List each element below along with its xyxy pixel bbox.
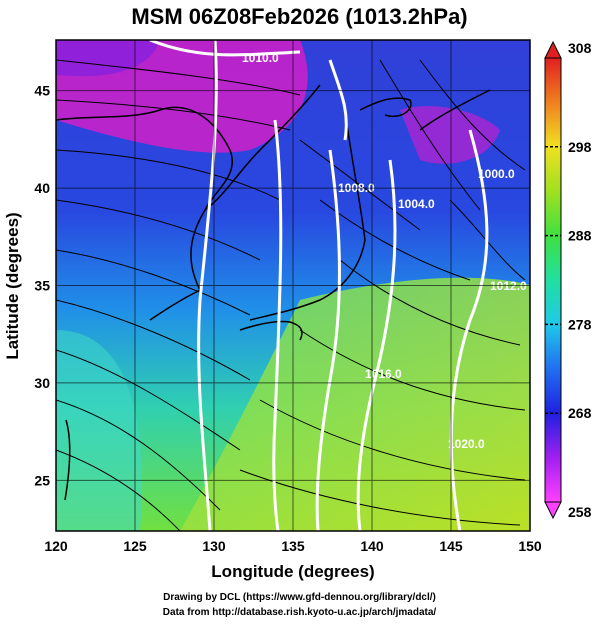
longitude-tick-label: 145: [439, 538, 463, 554]
colorbar-tick-label: 288: [568, 228, 592, 244]
credit-drawing: Drawing by DCL (https://www.gfd-dennou.o…: [163, 592, 436, 603]
map-title: MSM 06Z08Feb2026 (1013.2hPa): [131, 4, 468, 29]
colorbar-min-arrow: [544, 501, 562, 520]
longitude-tick-label: 140: [360, 538, 384, 554]
isobar-label: 1004.0: [398, 197, 435, 211]
latitude-tick-label: 30: [34, 375, 50, 391]
longitude-tick-label: 130: [202, 538, 226, 554]
colorbar-tick-label: 258: [568, 504, 592, 520]
colorbar-tick-label: 298: [568, 139, 592, 155]
colorbar-ticks: 308 298 288 278 268 258: [545, 40, 592, 520]
longitude-tick-label: 150: [518, 538, 542, 554]
colorbar-scale: [544, 57, 562, 503]
longitude-tick-label: 125: [123, 538, 147, 554]
isobar-label: 1020.0: [448, 437, 485, 451]
x-axis-label: Longitude (degrees): [211, 562, 374, 581]
y-axis-label: Latitude (degrees): [3, 212, 22, 359]
credit-data-source: Data from http://database.rish.kyoto-u.a…: [162, 607, 437, 618]
longitude-ticks: 120 125 130 135 140 145 150: [44, 538, 542, 554]
colorbar-max-arrow: [544, 40, 562, 59]
colorbar-tick-label: 268: [568, 405, 592, 421]
isobars: [149, 40, 489, 531]
colorbar: 308 298 288 278 268 258: [544, 40, 592, 520]
isobar-label: 1000.0: [478, 167, 515, 181]
latitude-ticks: 25 30 35 40 45: [34, 83, 50, 489]
latitude-tick-label: 45: [34, 83, 50, 99]
isobar-label: 1010.0: [242, 51, 279, 65]
latitude-tick-label: 40: [34, 180, 50, 196]
latitude-tick-label: 25: [34, 472, 50, 488]
latitude-tick-label: 35: [34, 278, 50, 294]
longitude-tick-label: 135: [281, 538, 305, 554]
isobar-labels: 1010.0 1000.0 1008.0 1004.0 1012.0 1016.…: [242, 51, 527, 451]
isobar-label: 1016.0: [365, 367, 402, 381]
colorbar-tick-label: 308: [568, 40, 592, 56]
colorbar-tick-label: 278: [568, 316, 592, 332]
longitude-tick-label: 120: [44, 538, 68, 554]
wind-streamlines: [56, 59, 526, 531]
plot-frame: [55, 39, 531, 532]
